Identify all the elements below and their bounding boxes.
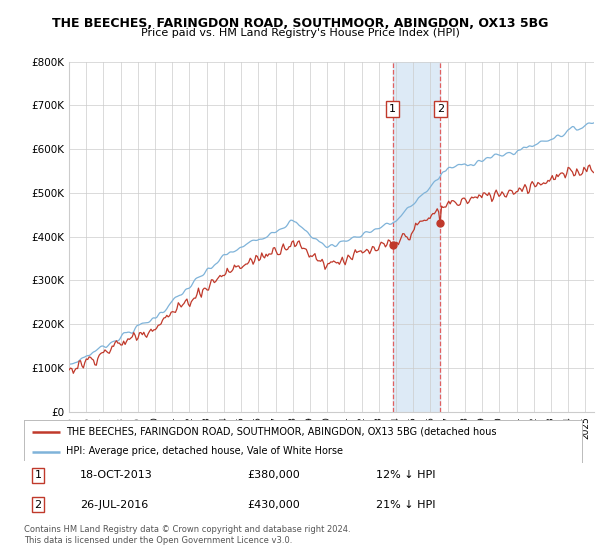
Text: Contains HM Land Registry data © Crown copyright and database right 2024.
This d: Contains HM Land Registry data © Crown c… (24, 525, 350, 545)
Text: 2: 2 (437, 104, 444, 114)
Text: 2: 2 (34, 500, 41, 510)
Bar (392, 62, 440, 412)
Text: 21% ↓ HPI: 21% ↓ HPI (376, 500, 435, 510)
Text: £430,000: £430,000 (247, 500, 300, 510)
Text: 12% ↓ HPI: 12% ↓ HPI (376, 470, 435, 480)
Text: 26-JUL-2016: 26-JUL-2016 (80, 500, 148, 510)
Text: 1: 1 (34, 470, 41, 480)
Text: 1: 1 (389, 104, 396, 114)
Text: £380,000: £380,000 (247, 470, 300, 480)
Text: THE BEECHES, FARINGDON ROAD, SOUTHMOOR, ABINGDON, OX13 5BG (detached hous: THE BEECHES, FARINGDON ROAD, SOUTHMOOR, … (66, 427, 496, 437)
Text: THE BEECHES, FARINGDON ROAD, SOUTHMOOR, ABINGDON, OX13 5BG: THE BEECHES, FARINGDON ROAD, SOUTHMOOR, … (52, 17, 548, 30)
Text: 18-OCT-2013: 18-OCT-2013 (80, 470, 152, 480)
Text: HPI: Average price, detached house, Vale of White Horse: HPI: Average price, detached house, Vale… (66, 446, 343, 456)
Text: Price paid vs. HM Land Registry's House Price Index (HPI): Price paid vs. HM Land Registry's House … (140, 28, 460, 38)
